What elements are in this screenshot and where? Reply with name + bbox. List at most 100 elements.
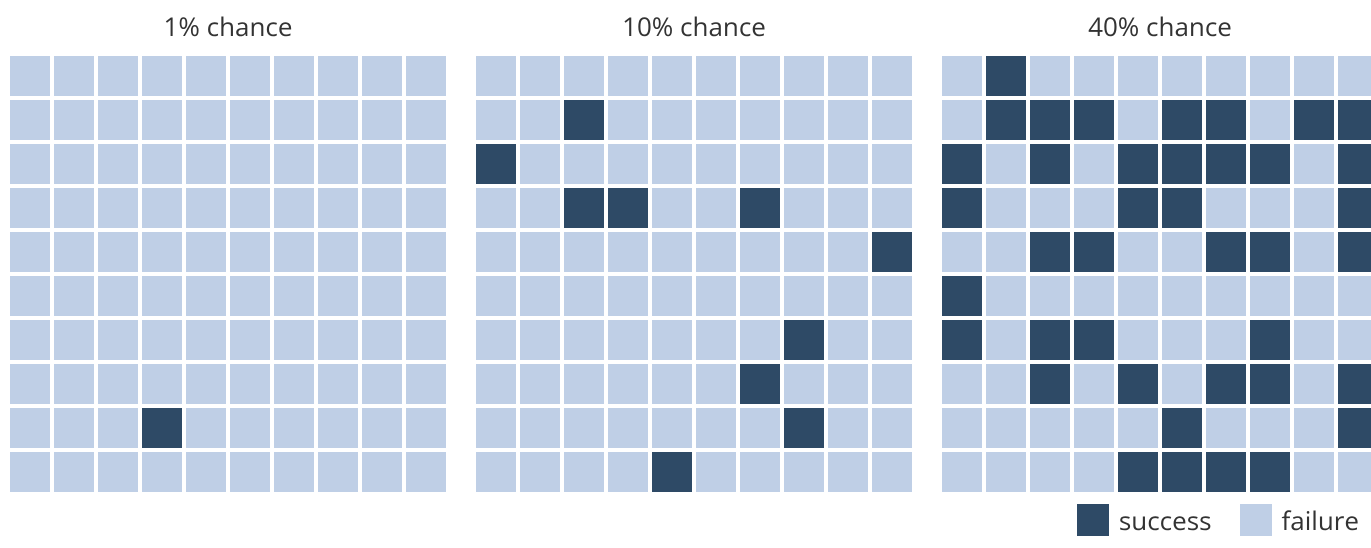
cell-failure — [740, 56, 780, 96]
cell-failure — [230, 144, 270, 184]
cell-success — [564, 188, 604, 228]
cell-failure — [274, 144, 314, 184]
cell-failure — [986, 320, 1026, 360]
cell-failure — [476, 320, 516, 360]
cell-failure — [142, 276, 182, 316]
cell-failure — [608, 232, 648, 272]
cell-failure — [520, 320, 560, 360]
cell-failure — [608, 144, 648, 184]
cell-failure — [406, 100, 446, 140]
panel-title: 1% chance — [164, 8, 293, 44]
cell-failure — [520, 144, 560, 184]
cell-failure — [942, 232, 982, 272]
cell-failure — [10, 188, 50, 228]
cell-failure — [318, 56, 358, 96]
cell-failure — [362, 276, 402, 316]
cell-failure — [54, 276, 94, 316]
cell-success — [1338, 144, 1371, 184]
cell-failure — [872, 188, 912, 228]
cell-failure — [1074, 452, 1114, 492]
cell-failure — [696, 56, 736, 96]
cell-success — [942, 144, 982, 184]
cell-success — [1338, 232, 1371, 272]
cell-failure — [652, 144, 692, 184]
cell-success — [784, 320, 824, 360]
cell-failure — [318, 144, 358, 184]
cell-failure — [10, 452, 50, 492]
cell-success — [1250, 320, 1290, 360]
cell-failure — [872, 276, 912, 316]
cell-success — [1250, 364, 1290, 404]
cell-failure — [274, 188, 314, 228]
cell-failure — [784, 144, 824, 184]
cell-failure — [362, 188, 402, 228]
grid-10pct — [476, 56, 912, 492]
cell-failure — [186, 144, 226, 184]
cell-failure — [230, 408, 270, 448]
cell-success — [1338, 100, 1371, 140]
cell-failure — [406, 188, 446, 228]
cell-failure — [274, 276, 314, 316]
cell-success — [1250, 232, 1290, 272]
cell-failure — [186, 56, 226, 96]
cell-failure — [476, 276, 516, 316]
cell-failure — [98, 56, 138, 96]
cell-failure — [986, 188, 1026, 228]
cell-failure — [828, 144, 868, 184]
cell-success — [1206, 364, 1246, 404]
cell-failure — [10, 56, 50, 96]
cell-failure — [318, 276, 358, 316]
cell-failure — [828, 408, 868, 448]
cell-success — [1294, 100, 1334, 140]
cell-failure — [942, 408, 982, 448]
cell-failure — [186, 364, 226, 404]
cell-failure — [54, 144, 94, 184]
cell-failure — [54, 320, 94, 360]
cell-success — [1206, 100, 1246, 140]
cell-failure — [564, 320, 604, 360]
cell-failure — [608, 56, 648, 96]
cell-failure — [652, 100, 692, 140]
cell-failure — [740, 276, 780, 316]
cell-failure — [986, 452, 1026, 492]
cell-failure — [406, 320, 446, 360]
legend-label: success — [1119, 502, 1212, 538]
cell-failure — [1074, 364, 1114, 404]
cell-failure — [10, 364, 50, 404]
cell-failure — [10, 408, 50, 448]
cell-failure — [230, 56, 270, 96]
cell-failure — [740, 452, 780, 492]
cell-success — [740, 364, 780, 404]
cell-failure — [318, 452, 358, 492]
cell-failure — [1162, 56, 1202, 96]
cell-failure — [564, 144, 604, 184]
cell-failure — [1338, 56, 1371, 96]
cell-failure — [1118, 320, 1158, 360]
cell-failure — [10, 232, 50, 272]
cell-success — [564, 100, 604, 140]
cell-failure — [652, 320, 692, 360]
cell-failure — [1162, 276, 1202, 316]
cell-failure — [872, 364, 912, 404]
cell-failure — [476, 100, 516, 140]
cell-failure — [406, 276, 446, 316]
cell-failure — [1118, 100, 1158, 140]
cell-failure — [230, 320, 270, 360]
cell-failure — [476, 452, 516, 492]
cell-failure — [1206, 188, 1246, 228]
cell-success — [1030, 100, 1070, 140]
cell-failure — [406, 56, 446, 96]
cell-failure — [476, 408, 516, 448]
legend-swatch-success — [1077, 504, 1109, 536]
cell-failure — [362, 452, 402, 492]
cell-failure — [186, 452, 226, 492]
legend-item-success: success — [1077, 502, 1212, 538]
cell-failure — [1206, 408, 1246, 448]
cell-success — [942, 320, 982, 360]
cell-failure — [872, 56, 912, 96]
cell-failure — [274, 56, 314, 96]
cell-failure — [564, 56, 604, 96]
cell-failure — [98, 320, 138, 360]
cell-failure — [872, 452, 912, 492]
cell-success — [1162, 452, 1202, 492]
